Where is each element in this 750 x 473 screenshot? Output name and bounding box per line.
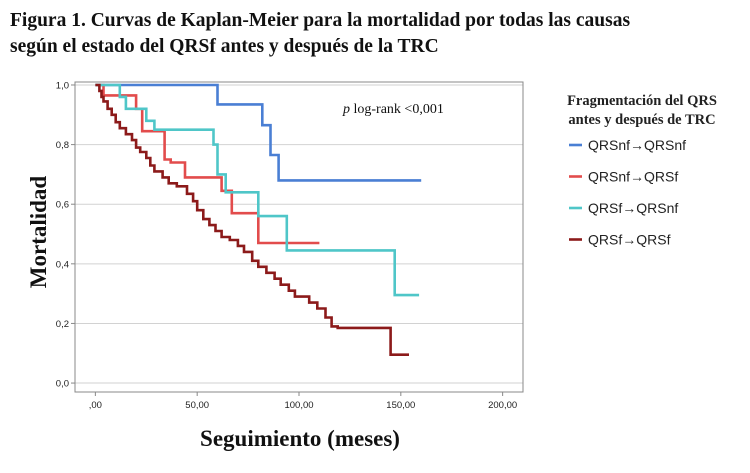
figure-title: Figura 1. Curvas de Kaplan-Meier para la… (10, 8, 740, 60)
series-line-1 (95, 83, 422, 182)
series-line-2 (95, 83, 320, 245)
y-tick-label: 0,0 (56, 379, 69, 390)
legend: Fragmentación del QRS antes y después de… (567, 93, 717, 248)
y-tick-label: 0,4 (56, 259, 69, 270)
x-tick-label: 150,00 (386, 400, 415, 411)
series-line-4 (95, 83, 409, 356)
p-symbol: p (342, 102, 350, 117)
legend-label-2: QRSnf→QRSf (588, 169, 678, 185)
legend-title-line1: Fragmentación del QRS (567, 93, 717, 109)
x-tick-label: 200,00 (488, 400, 517, 411)
tick-labels: ,00 50,00 100,00 150,00 200,00 0,0 0,2 0,4 0,6 0,… (56, 80, 517, 411)
x-tick-label: ,00 (89, 400, 102, 411)
axes (71, 81, 524, 396)
series-line-3 (95, 83, 420, 297)
legend-label-4: QRSf→QRSf (588, 232, 671, 248)
y-tick-label: 0,8 (56, 140, 69, 151)
legend-label-3: QRSf→QRSnf (588, 200, 678, 216)
legend-title-line2: antes y después de TRC (568, 112, 715, 128)
legend-label-1: QRSnf→QRSnf (588, 137, 686, 153)
x-tick-label: 100,00 (284, 400, 313, 411)
logrank-text: log-rank <0,001 (350, 102, 444, 117)
figure-title-line2: según el estado del QRSf antes y después… (10, 36, 439, 57)
y-tick-label: 0,6 (56, 200, 69, 211)
logrank-annotation: p log-rank <0,001 (342, 102, 444, 117)
y-axis-title: Mortalidad (26, 176, 51, 289)
figure-title-line1: Figura 1. Curvas de Kaplan-Meier para la… (10, 10, 631, 31)
x-axis-title: Seguimiento (meses) (200, 426, 400, 451)
series-lines (95, 83, 422, 356)
y-tick-label: 0,2 (56, 319, 69, 330)
legend-items: QRSnf→QRSnf QRSnf→QRSf QRSf→QRSnf QRSf→QRSf (569, 137, 686, 248)
x-tick-label: 50,00 (185, 400, 209, 411)
y-tick-label: 1,0 (56, 80, 69, 91)
